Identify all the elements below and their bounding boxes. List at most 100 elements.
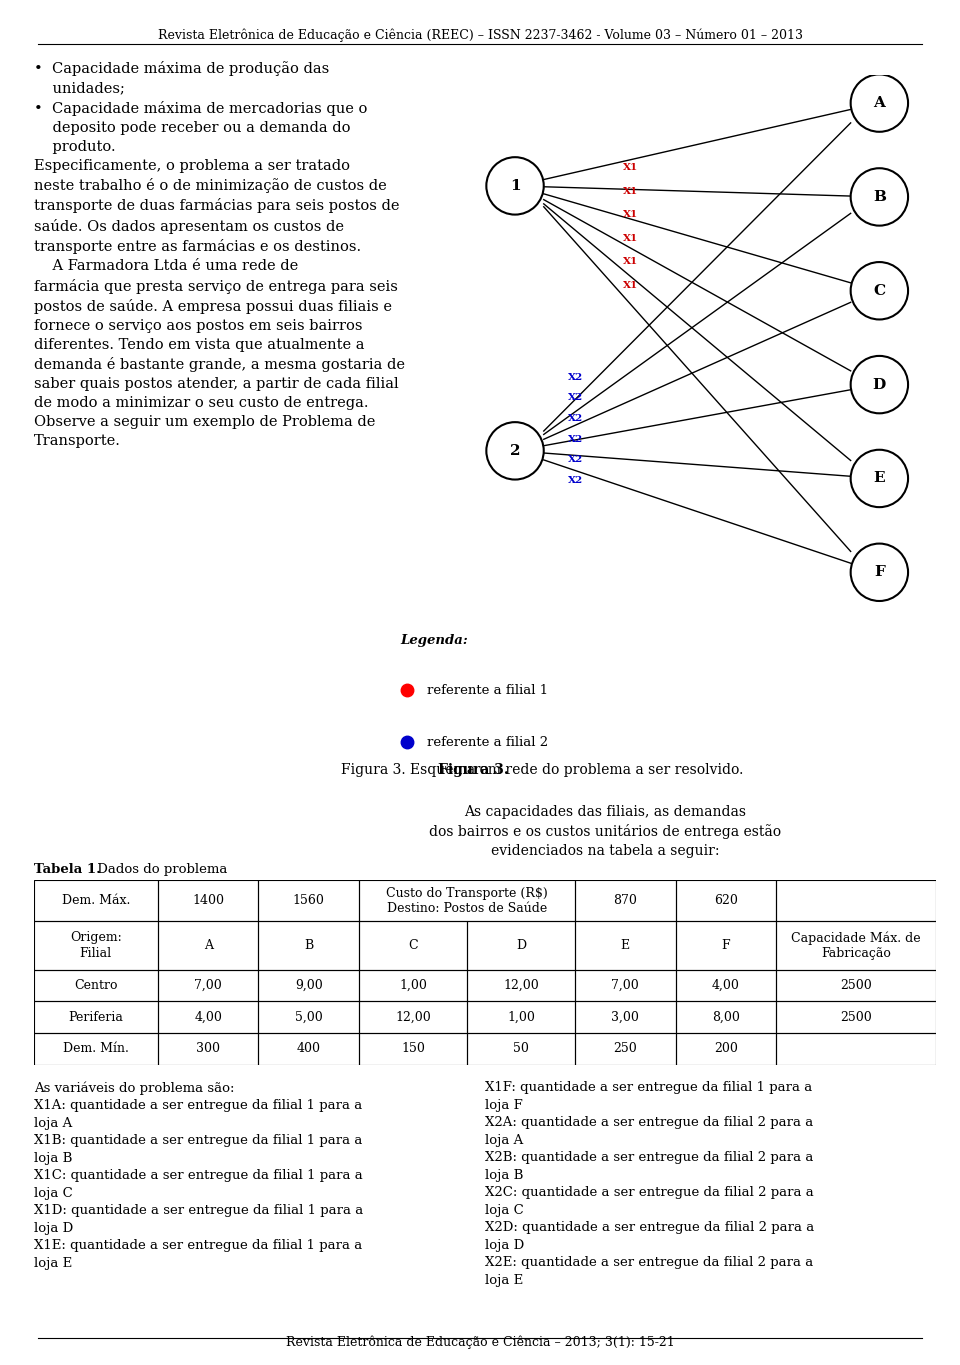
Circle shape — [851, 74, 908, 132]
Text: •  Capacidade máxima de produção das
    unidades;
•  Capacidade máxima de merca: • Capacidade máxima de produção das unid… — [34, 61, 404, 448]
Text: X1: X1 — [623, 257, 638, 266]
Text: 3,00: 3,00 — [612, 1010, 639, 1024]
Text: D: D — [873, 378, 886, 392]
Text: 5,00: 5,00 — [295, 1010, 323, 1024]
Bar — [157, 880, 258, 921]
Bar — [34, 969, 157, 1002]
Bar — [157, 1002, 258, 1033]
Text: 4,00: 4,00 — [712, 979, 740, 992]
Text: E: E — [621, 939, 630, 951]
Bar — [676, 1002, 776, 1033]
Circle shape — [851, 449, 908, 508]
Text: Dem. Mín.: Dem. Mín. — [62, 1043, 129, 1055]
Bar — [575, 921, 676, 969]
Text: E: E — [874, 471, 885, 486]
Text: 8,00: 8,00 — [712, 1010, 740, 1024]
Text: X2: X2 — [567, 414, 583, 423]
Text: X2: X2 — [567, 373, 583, 382]
Bar — [34, 1002, 157, 1033]
Text: A: A — [874, 96, 885, 111]
Bar — [359, 1002, 467, 1033]
Bar — [676, 1033, 776, 1065]
Text: C: C — [874, 284, 885, 298]
Text: 9,00: 9,00 — [295, 979, 323, 992]
Text: Origem:
Filial: Origem: Filial — [70, 931, 122, 960]
Text: As variáveis do problema são:
X1A: quantidade a ser entregue da filial 1 para a
: As variáveis do problema são: X1A: quant… — [34, 1081, 363, 1269]
Bar — [467, 921, 575, 969]
Bar — [359, 969, 467, 1002]
Text: X2: X2 — [567, 455, 583, 464]
Text: 12,00: 12,00 — [503, 979, 539, 992]
Text: X1: X1 — [623, 187, 638, 197]
Text: 7,00: 7,00 — [612, 979, 639, 992]
Circle shape — [851, 262, 908, 319]
Bar — [467, 969, 575, 1002]
Text: Centro: Centro — [74, 979, 117, 992]
Text: X1: X1 — [623, 281, 638, 289]
Bar — [676, 921, 776, 969]
Bar — [575, 880, 676, 921]
Bar — [676, 880, 776, 921]
Text: 1: 1 — [510, 179, 520, 192]
Circle shape — [487, 422, 543, 479]
Circle shape — [487, 157, 543, 214]
Text: Figura 3.: Figura 3. — [438, 763, 509, 777]
Text: 400: 400 — [297, 1043, 321, 1055]
Text: B: B — [873, 190, 886, 203]
Text: 1560: 1560 — [293, 894, 324, 908]
Bar — [575, 969, 676, 1002]
Text: 7,00: 7,00 — [194, 979, 222, 992]
Text: X1: X1 — [623, 233, 638, 243]
Text: F: F — [874, 565, 885, 579]
Circle shape — [851, 168, 908, 225]
Text: 150: 150 — [401, 1043, 425, 1055]
Text: A: A — [204, 939, 212, 951]
Text: 50: 50 — [513, 1043, 529, 1055]
Bar — [34, 1033, 157, 1065]
Text: Tabela 1.: Tabela 1. — [34, 863, 101, 876]
Bar — [34, 880, 157, 921]
Text: X2: X2 — [567, 434, 583, 444]
Bar — [676, 969, 776, 1002]
Bar — [776, 969, 936, 1002]
Text: X2: X2 — [567, 393, 583, 403]
Text: X1: X1 — [623, 210, 638, 220]
Bar — [776, 1033, 936, 1065]
Bar — [258, 969, 359, 1002]
Bar — [258, 921, 359, 969]
Text: Periferia: Periferia — [68, 1010, 123, 1024]
Text: 2500: 2500 — [840, 979, 872, 992]
Text: 1,00: 1,00 — [507, 1010, 535, 1024]
Text: D: D — [516, 939, 526, 951]
Circle shape — [851, 543, 908, 601]
Text: As capacidades das filiais, as demandas
dos bairros e os custos unitários de ent: As capacidades das filiais, as demandas … — [429, 805, 780, 857]
Bar — [776, 921, 936, 969]
Text: 200: 200 — [714, 1043, 737, 1055]
Bar — [34, 921, 157, 969]
Bar — [467, 1002, 575, 1033]
Bar — [157, 921, 258, 969]
Text: C: C — [408, 939, 418, 951]
Text: 12,00: 12,00 — [396, 1010, 431, 1024]
Text: 2500: 2500 — [840, 1010, 872, 1024]
Text: X1: X1 — [623, 164, 638, 172]
Text: X1F: quantidade a ser entregue da filial 1 para a
loja F
X2A: quantidade a ser e: X1F: quantidade a ser entregue da filial… — [485, 1081, 814, 1287]
Text: X2: X2 — [567, 476, 583, 485]
Text: referente a filial 1: referente a filial 1 — [427, 684, 548, 696]
Bar — [467, 1033, 575, 1065]
Text: F: F — [722, 939, 731, 951]
Circle shape — [851, 356, 908, 414]
Text: Revista Eletrônica de Educação e Ciência – 2013; 3(1): 15-21: Revista Eletrônica de Educação e Ciência… — [286, 1335, 674, 1349]
Text: Dados do problema: Dados do problema — [93, 863, 228, 876]
Text: Capacidade Máx. de
Fabricação: Capacidade Máx. de Fabricação — [791, 931, 921, 960]
Bar — [258, 1033, 359, 1065]
Text: 870: 870 — [613, 894, 637, 908]
Bar — [157, 1033, 258, 1065]
Text: 2: 2 — [510, 444, 520, 457]
Text: Revista Eletrônica de Educação e Ciência (REEC) – ISSN 2237-3462 - Volume 03 – N: Revista Eletrônica de Educação e Ciência… — [157, 29, 803, 42]
Text: 4,00: 4,00 — [194, 1010, 222, 1024]
Bar — [359, 880, 575, 921]
Bar — [575, 1033, 676, 1065]
Text: Legenda:: Legenda: — [400, 635, 468, 647]
Text: 1400: 1400 — [192, 894, 224, 908]
